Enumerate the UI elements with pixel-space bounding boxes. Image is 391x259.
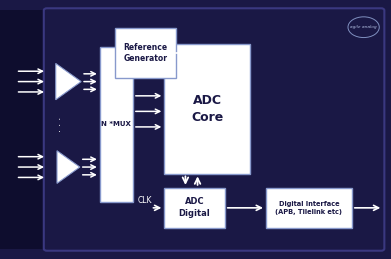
FancyBboxPatch shape [266, 188, 352, 228]
FancyBboxPatch shape [164, 44, 250, 174]
Text: agile analog: agile analog [350, 25, 377, 29]
FancyBboxPatch shape [164, 188, 225, 228]
Text: N *MUX: N *MUX [101, 121, 131, 127]
FancyBboxPatch shape [44, 8, 384, 251]
Text: ADC
Digital: ADC Digital [179, 197, 210, 218]
Polygon shape [57, 151, 80, 183]
Text: · · ·: · · · [56, 117, 66, 132]
Polygon shape [56, 63, 81, 100]
FancyBboxPatch shape [115, 28, 176, 78]
Text: CLK: CLK [137, 196, 152, 205]
Text: Reference
Generator: Reference Generator [124, 43, 168, 63]
Text: ADC
Core: ADC Core [191, 94, 223, 124]
FancyBboxPatch shape [100, 47, 133, 202]
FancyBboxPatch shape [0, 10, 49, 249]
Text: Digital Interface
(APB, Tilelink etc): Digital Interface (APB, Tilelink etc) [275, 201, 343, 215]
